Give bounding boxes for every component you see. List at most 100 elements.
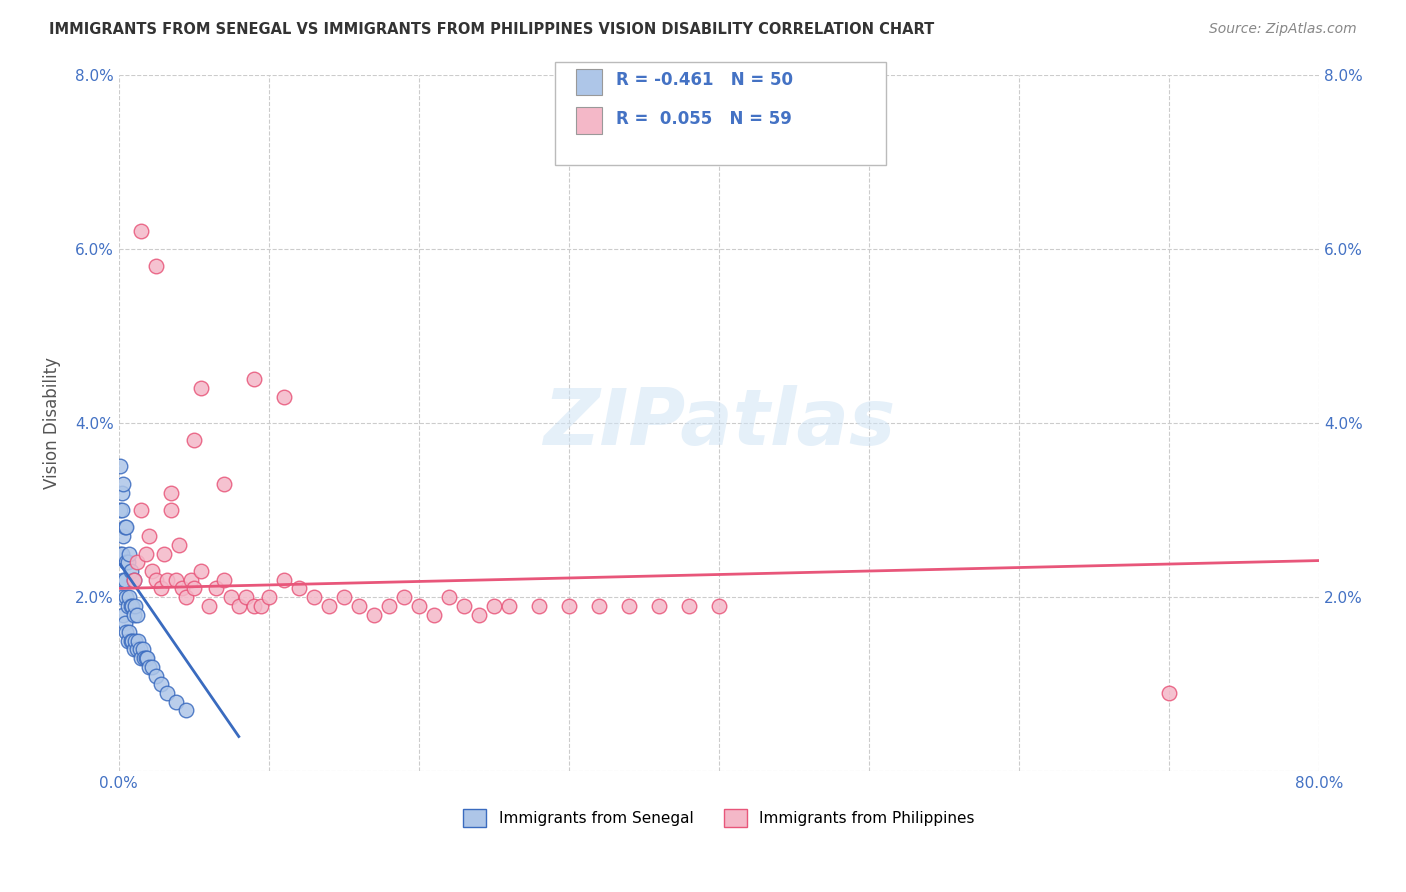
Point bbox=[174, 590, 197, 604]
Point bbox=[125, 642, 148, 657]
Point bbox=[121, 599, 143, 613]
Point bbox=[138, 660, 160, 674]
Point bbox=[423, 607, 446, 622]
Point bbox=[114, 616, 136, 631]
Point bbox=[112, 573, 135, 587]
Point bbox=[235, 590, 257, 604]
Point bbox=[392, 590, 415, 604]
Y-axis label: Vision Disability: Vision Disability bbox=[44, 357, 60, 489]
Point bbox=[138, 529, 160, 543]
Point bbox=[111, 547, 134, 561]
Point bbox=[114, 573, 136, 587]
Point bbox=[273, 390, 295, 404]
Point bbox=[378, 599, 401, 613]
Point bbox=[112, 477, 135, 491]
Point bbox=[128, 642, 150, 657]
Point bbox=[190, 564, 212, 578]
Point bbox=[135, 651, 157, 665]
Point bbox=[110, 547, 132, 561]
Point bbox=[228, 599, 250, 613]
Point bbox=[197, 599, 219, 613]
Point bbox=[558, 599, 581, 613]
Point bbox=[129, 651, 152, 665]
Point bbox=[333, 590, 356, 604]
Point bbox=[122, 642, 145, 657]
Point bbox=[152, 547, 174, 561]
Point bbox=[115, 625, 138, 640]
Point bbox=[111, 485, 134, 500]
Point bbox=[115, 555, 138, 569]
Point bbox=[135, 547, 157, 561]
Text: Source: ZipAtlas.com: Source: ZipAtlas.com bbox=[1209, 22, 1357, 37]
Point bbox=[110, 503, 132, 517]
Point bbox=[302, 590, 325, 604]
Point bbox=[117, 633, 139, 648]
Point bbox=[117, 599, 139, 613]
Point bbox=[165, 573, 187, 587]
Point bbox=[257, 590, 280, 604]
Point bbox=[212, 573, 235, 587]
Point bbox=[588, 599, 610, 613]
Text: IMMIGRANTS FROM SENEGAL VS IMMIGRANTS FROM PHILIPPINES VISION DISABILITY CORRELA: IMMIGRANTS FROM SENEGAL VS IMMIGRANTS FR… bbox=[49, 22, 935, 37]
Point bbox=[125, 555, 148, 569]
Legend: Immigrants from Senegal, Immigrants from Philippines: Immigrants from Senegal, Immigrants from… bbox=[457, 803, 980, 833]
Point bbox=[156, 686, 179, 700]
Point bbox=[141, 564, 163, 578]
Point bbox=[453, 599, 475, 613]
Point bbox=[347, 599, 370, 613]
Point bbox=[141, 660, 163, 674]
Point bbox=[121, 633, 143, 648]
Point bbox=[112, 607, 135, 622]
Point bbox=[408, 599, 430, 613]
Point bbox=[122, 573, 145, 587]
Point bbox=[156, 573, 179, 587]
Text: R =  0.055   N = 59: R = 0.055 N = 59 bbox=[616, 110, 792, 128]
Point bbox=[118, 590, 141, 604]
Point bbox=[437, 590, 460, 604]
Point bbox=[120, 599, 142, 613]
Point bbox=[122, 607, 145, 622]
Text: R = -0.461   N = 50: R = -0.461 N = 50 bbox=[616, 71, 793, 89]
Point bbox=[120, 633, 142, 648]
Point bbox=[318, 599, 340, 613]
Point bbox=[1159, 686, 1181, 700]
Point bbox=[243, 599, 266, 613]
Point bbox=[118, 547, 141, 561]
Point bbox=[288, 582, 311, 596]
Point bbox=[149, 582, 172, 596]
Point bbox=[160, 485, 183, 500]
Point bbox=[180, 573, 202, 587]
Point bbox=[363, 607, 385, 622]
Point bbox=[498, 599, 520, 613]
Point bbox=[482, 599, 505, 613]
Point bbox=[122, 573, 145, 587]
Point bbox=[127, 633, 149, 648]
Point bbox=[183, 582, 205, 596]
Point bbox=[165, 695, 187, 709]
Point bbox=[212, 477, 235, 491]
Point bbox=[678, 599, 700, 613]
Point bbox=[134, 651, 156, 665]
Point bbox=[110, 459, 132, 474]
Point bbox=[111, 503, 134, 517]
Point bbox=[117, 555, 139, 569]
Point bbox=[468, 607, 491, 622]
Point bbox=[145, 259, 167, 273]
Point bbox=[617, 599, 640, 613]
Point bbox=[132, 642, 155, 657]
Point bbox=[250, 599, 273, 613]
Point bbox=[112, 529, 135, 543]
Text: ZIPatlas: ZIPatlas bbox=[543, 385, 896, 461]
Point bbox=[205, 582, 228, 596]
Point bbox=[115, 520, 138, 534]
Point bbox=[145, 573, 167, 587]
Point bbox=[129, 503, 152, 517]
Point bbox=[648, 599, 671, 613]
Point bbox=[129, 224, 152, 238]
Point bbox=[136, 651, 159, 665]
Point bbox=[120, 564, 142, 578]
Point bbox=[273, 573, 295, 587]
Point bbox=[243, 372, 266, 386]
Point bbox=[160, 503, 183, 517]
Point bbox=[219, 590, 242, 604]
